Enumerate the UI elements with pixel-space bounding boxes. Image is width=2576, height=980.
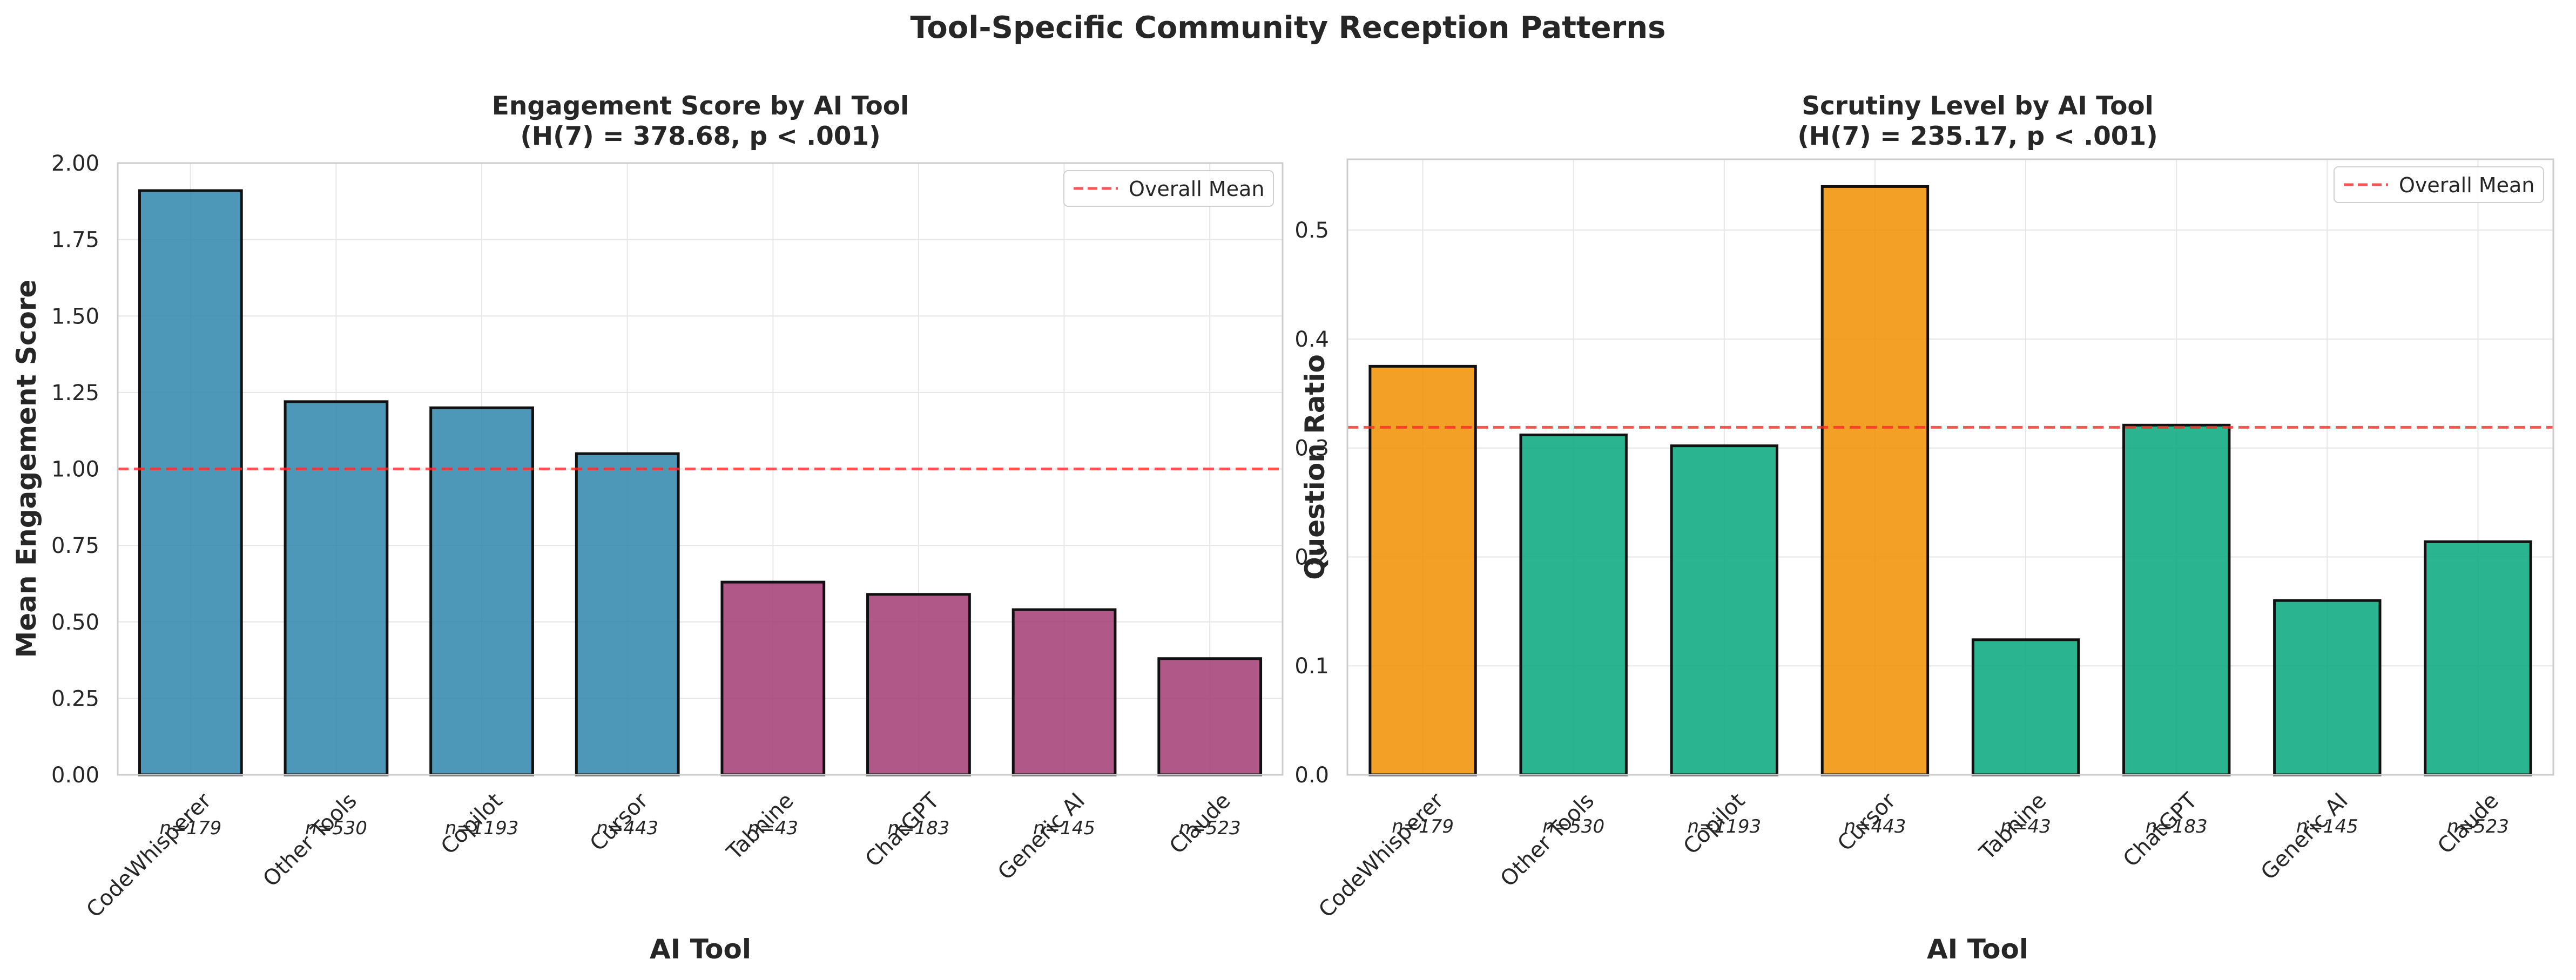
scrutiny-n-label: n=145 bbox=[2296, 816, 2358, 837]
engagement-plot-frame bbox=[117, 162, 1284, 776]
engagement-n-label: n=1193 bbox=[445, 817, 519, 839]
scrutiny-x-tick-label: Other Tools bbox=[1496, 788, 1600, 892]
scrutiny-y-axis-label: Question Ratio bbox=[1299, 354, 1331, 580]
scrutiny-y-tick-label: 0.5 bbox=[1294, 218, 1329, 243]
scrutiny-y-tick-label: 0.2 bbox=[1294, 545, 1329, 570]
engagement-legend-label: Overall Mean bbox=[1129, 177, 1264, 201]
engagement-y-ticks: 0.00 0.25 0.50 0.75 1.00 1.25 1.50 1.75 2.00 bbox=[51, 151, 99, 788]
engagement-n-label: n=443 bbox=[596, 817, 658, 839]
scrutiny-panel: Scrutiny Level by AI Tool (H(7) = 235.17… bbox=[1294, 91, 2554, 965]
engagement-bar-chatgpt bbox=[866, 593, 971, 776]
scrutiny-n-label: n=1193 bbox=[1688, 816, 1762, 837]
scrutiny-title-line2: (H(7) = 235.17, p < .001) bbox=[1797, 121, 2157, 151]
scrutiny-y-tick-label: 0.0 bbox=[1294, 763, 1329, 788]
engagement-bar-other-tools bbox=[284, 400, 389, 776]
engagement-bar-claude bbox=[1157, 657, 1263, 776]
scrutiny-n-labels: n=179 n=530 n=1193 n=443 n=43 n=183 n=145 n=523 bbox=[1392, 816, 2509, 837]
engagement-legend: Overall Mean bbox=[1063, 170, 1274, 207]
engagement-x-tick-label: Other Tools bbox=[258, 788, 362, 892]
scrutiny-bar-chatgpt bbox=[2122, 423, 2231, 776]
engagement-bar-codewhisperer bbox=[138, 189, 243, 776]
scrutiny-x-axis-label: AI Tool bbox=[1927, 934, 2028, 965]
scrutiny-n-label: n=523 bbox=[2447, 816, 2509, 837]
engagement-y-tick-label: 0.25 bbox=[51, 686, 99, 711]
scrutiny-bar-generic-ai bbox=[2273, 599, 2382, 776]
engagement-y-tick-label: 2.00 bbox=[51, 151, 99, 176]
scrutiny-legend-box bbox=[2334, 166, 2544, 203]
engagement-y-tick-label: 1.00 bbox=[51, 457, 99, 482]
engagement-panel: Engagement Score by AI Tool (H(7) = 378.… bbox=[11, 91, 1284, 965]
engagement-n-label: n=530 bbox=[305, 817, 367, 839]
engagement-legend-box bbox=[1063, 170, 1274, 207]
scrutiny-y-tick-label: 0.1 bbox=[1294, 654, 1329, 679]
engagement-y-tick-label: 1.75 bbox=[51, 228, 99, 253]
engagement-bar-cursor bbox=[575, 452, 680, 776]
engagement-y-tick-label: 0.00 bbox=[51, 763, 99, 788]
engagement-title-line2: (H(7) = 378.68, p < .001) bbox=[520, 121, 880, 151]
engagement-y-tick-label: 1.50 bbox=[51, 304, 99, 329]
scrutiny-n-label: n=443 bbox=[1844, 816, 1906, 837]
scrutiny-n-label: n=43 bbox=[2000, 816, 2051, 837]
scrutiny-x-ticks: CodeWhisperer Other Tools Copilot Cursor Tab… bbox=[1314, 788, 2504, 923]
engagement-x-tick-label: CodeWhisperer bbox=[82, 788, 216, 923]
scrutiny-bar-claude bbox=[2424, 540, 2532, 776]
scrutiny-plot-frame bbox=[1346, 158, 2554, 776]
engagement-y-tick-label: 1.25 bbox=[51, 381, 99, 405]
engagement-n-label: n=183 bbox=[887, 817, 949, 839]
scrutiny-n-label: n=530 bbox=[1542, 816, 1604, 837]
scrutiny-bar-other-tools bbox=[1519, 433, 1628, 776]
engagement-y-tick-label: 0.75 bbox=[51, 533, 99, 558]
engagement-n-label: n=523 bbox=[1179, 817, 1241, 839]
scrutiny-bar-cursor bbox=[1820, 185, 1930, 776]
scrutiny-title-line1: Scrutiny Level by AI Tool bbox=[1802, 91, 2154, 121]
scrutiny-n-label: n=183 bbox=[2146, 816, 2208, 837]
scrutiny-bar-codewhisperer bbox=[1368, 364, 1477, 776]
engagement-bar-generic-ai bbox=[1011, 608, 1117, 776]
scrutiny-n-label: n=179 bbox=[1392, 816, 1454, 837]
scrutiny-y-ticks: 0.0 0.1 0.2 0.3 0.4 0.5 bbox=[1294, 218, 1329, 788]
engagement-n-label: n=43 bbox=[748, 817, 798, 839]
scrutiny-legend: Overall Mean bbox=[2334, 166, 2544, 203]
engagement-n-labels: n=179 n=530 n=1193 n=443 n=43 n=183 n=145 n=523 bbox=[159, 817, 1240, 839]
engagement-bar-copilot bbox=[429, 406, 534, 776]
engagement-n-label: n=179 bbox=[159, 817, 221, 839]
scrutiny-y-tick-label: 0.4 bbox=[1294, 327, 1329, 352]
engagement-title-line1: Engagement Score by AI Tool bbox=[492, 91, 909, 121]
engagement-y-axis-label: Mean Engagement Score bbox=[11, 280, 42, 658]
scrutiny-x-tick-label: CodeWhisperer bbox=[1314, 788, 1448, 923]
scrutiny-bar-tabnine bbox=[1971, 638, 2080, 776]
engagement-n-label: n=145 bbox=[1033, 817, 1095, 839]
engagement-x-ticks: CodeWhisperer Other Tools Copilot Cursor Tab… bbox=[82, 788, 1235, 923]
engagement-x-axis-label: AI Tool bbox=[650, 934, 751, 965]
scrutiny-bars bbox=[1368, 185, 2532, 776]
scrutiny-bar-copilot bbox=[1670, 444, 1779, 776]
scrutiny-legend-label: Overall Mean bbox=[2399, 173, 2534, 197]
engagement-bar-tabnine bbox=[720, 580, 826, 776]
figure-suptitle: Tool-Specific Community Reception Patter… bbox=[911, 10, 1666, 45]
scrutiny-y-tick-label: 0.3 bbox=[1294, 436, 1329, 461]
engagement-y-tick-label: 0.50 bbox=[51, 610, 99, 635]
